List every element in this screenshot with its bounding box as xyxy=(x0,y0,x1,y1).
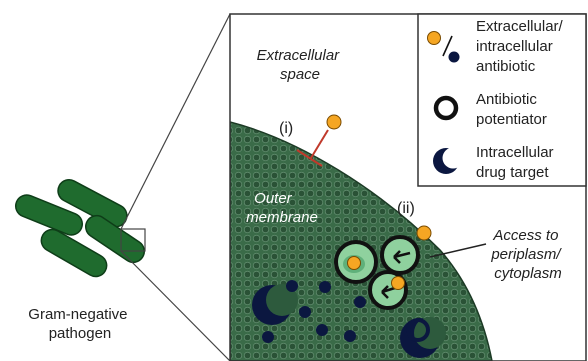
inhibition-line xyxy=(310,129,329,159)
ring-icon xyxy=(433,95,459,121)
antibiotic-in-pore xyxy=(347,256,361,270)
bacteria-cluster xyxy=(14,179,146,278)
crescent-icon xyxy=(252,284,298,325)
antibiotic-entering xyxy=(416,225,432,241)
access-pointer xyxy=(429,243,487,258)
zoom-line xyxy=(120,13,231,230)
antibiotic-in-pore xyxy=(391,276,405,290)
zoom-box xyxy=(120,228,146,252)
legend-item-antibiotic: Extracellular/ intracellular antibiotic xyxy=(476,18,567,75)
extracellular-antibiotic xyxy=(326,114,342,130)
legend-item-target: Intracellular drug target xyxy=(476,144,558,181)
zoom-panel-border xyxy=(229,13,587,361)
inhibition-bar xyxy=(296,149,323,167)
intracellular-antibiotic-dots xyxy=(262,280,366,343)
access-label: Access to periplasm/ cytoplasm xyxy=(490,227,564,282)
potentiator-pore xyxy=(380,235,420,275)
mechanism-ii-label: (ii) xyxy=(397,200,415,217)
outer-membrane-label: Outer membrane xyxy=(246,190,318,226)
ring-icon xyxy=(406,318,430,342)
bacterium-rod xyxy=(14,194,84,236)
zoom-line xyxy=(120,250,231,361)
extracellular-space-label: Extracellular space xyxy=(257,47,344,83)
legend-item-potentiator: Antibiotic potentiator xyxy=(476,91,547,128)
bacterium-rod xyxy=(40,228,108,278)
mechanism-i-label: (i) xyxy=(279,120,293,137)
legend: Extracellular/ intracellular antibiotic … xyxy=(417,13,587,187)
antibiotic-pair-icon xyxy=(427,31,460,63)
pathogen-label: Gram-negative pathogen xyxy=(28,306,131,342)
crescent-icon xyxy=(433,147,464,174)
